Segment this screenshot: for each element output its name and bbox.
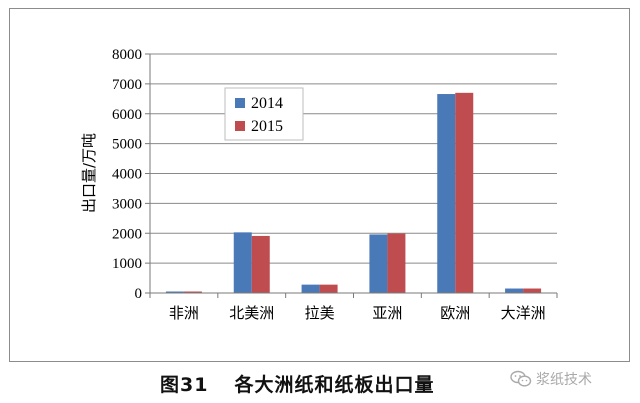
- y-tick-label: 8000: [112, 47, 142, 63]
- x-tick-label: 北美洲: [229, 304, 274, 322]
- bar-2015-北美洲: [251, 235, 270, 293]
- y-tick-label: 4000: [112, 167, 142, 183]
- bar-2015-非洲: [183, 291, 202, 293]
- x-tick-label: 非洲: [169, 304, 199, 322]
- legend-label-2015: 2015: [251, 118, 283, 135]
- legend: 2014 2015: [224, 87, 304, 141]
- figure-title: 各大洲纸和纸板出口量: [234, 374, 435, 396]
- axes: [145, 53, 558, 298]
- figure-number: 图31: [160, 374, 209, 396]
- bar-2015-拉美: [319, 284, 338, 293]
- x-tick-label: 欧洲: [440, 304, 470, 322]
- bar-2015-亚洲: [387, 233, 406, 293]
- legend-swatch-2015: [235, 121, 245, 131]
- legend-box: [224, 87, 304, 141]
- y-tick-label: 1000: [112, 256, 142, 272]
- y-tick-label: 7000: [112, 77, 142, 93]
- bar-2014-欧洲: [437, 94, 456, 293]
- chart-frame: [9, 8, 630, 362]
- wechat-icon: [510, 370, 532, 387]
- bar-2014-非洲: [165, 291, 184, 293]
- bar-2014-北美洲: [233, 232, 252, 293]
- legend-swatch-2014: [235, 98, 245, 108]
- x-tick-label: 亚洲: [372, 304, 402, 322]
- gridlines: [150, 53, 557, 264]
- figure-caption: 图31 各大洲纸和纸板出口量: [160, 370, 434, 397]
- bar-2014-拉美: [301, 284, 320, 293]
- bar-2014-大洋洲: [505, 288, 524, 293]
- watermark-text: 浆纸技术: [536, 372, 592, 388]
- bars: [165, 92, 542, 294]
- y-tick-label: 3000: [112, 196, 142, 212]
- x-tick-label: 拉美: [305, 304, 335, 322]
- watermark: 浆纸技术: [510, 369, 592, 389]
- y-axis-label: 出口量/万吨: [80, 133, 98, 213]
- legend-label-2014: 2014: [251, 95, 283, 112]
- y-tick-label: 0: [135, 286, 143, 302]
- y-tick-labels: 0 1000 2000 3000 4000 5000 6000 7000 8000: [112, 47, 142, 302]
- y-tick-label: 2000: [112, 226, 142, 242]
- y-tick-label: 5000: [112, 137, 142, 153]
- bar-2015-大洋洲: [523, 288, 542, 293]
- x-tick-labels: 非洲 北美洲 拉美 亚洲 欧洲 大洋洲: [169, 304, 546, 322]
- bar-2014-亚洲: [369, 234, 388, 293]
- x-tick-label: 大洋洲: [501, 304, 546, 322]
- y-tick-label: 6000: [112, 107, 142, 123]
- bar-2015-欧洲: [455, 92, 474, 294]
